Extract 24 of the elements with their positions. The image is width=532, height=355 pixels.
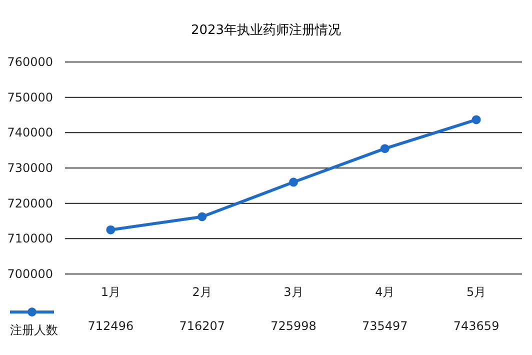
point	[380, 144, 390, 154]
y-tick-label: 750000	[7, 90, 53, 104]
y-tick-label: 700000	[7, 267, 53, 281]
point	[106, 225, 116, 234]
x-tick-label: 1月	[100, 285, 121, 299]
data-label: 725998	[270, 319, 316, 333]
x-tick-label: 4月	[375, 285, 395, 299]
x-tick-label: 2月	[192, 285, 212, 299]
y-tick-label: 720000	[7, 196, 53, 210]
point	[289, 178, 298, 187]
y-tick-label: 760000	[7, 55, 53, 69]
y-tick-label: 710000	[7, 232, 53, 246]
data-label: 712496	[88, 319, 134, 333]
point	[198, 212, 207, 222]
chart-title: 2023年执业药师注册情况	[190, 23, 342, 38]
y-tick-label: 740000	[7, 126, 53, 140]
data-label: 735497	[362, 319, 408, 333]
y-tick-label: 730000	[7, 161, 53, 175]
data-label: 743659	[453, 319, 500, 333]
data-label: 716207	[179, 319, 226, 333]
x-tick-label: 5月	[466, 285, 486, 299]
legend-label: 注册人数	[10, 323, 58, 337]
point	[472, 115, 481, 124]
x-tick-label: 3月	[284, 285, 304, 299]
